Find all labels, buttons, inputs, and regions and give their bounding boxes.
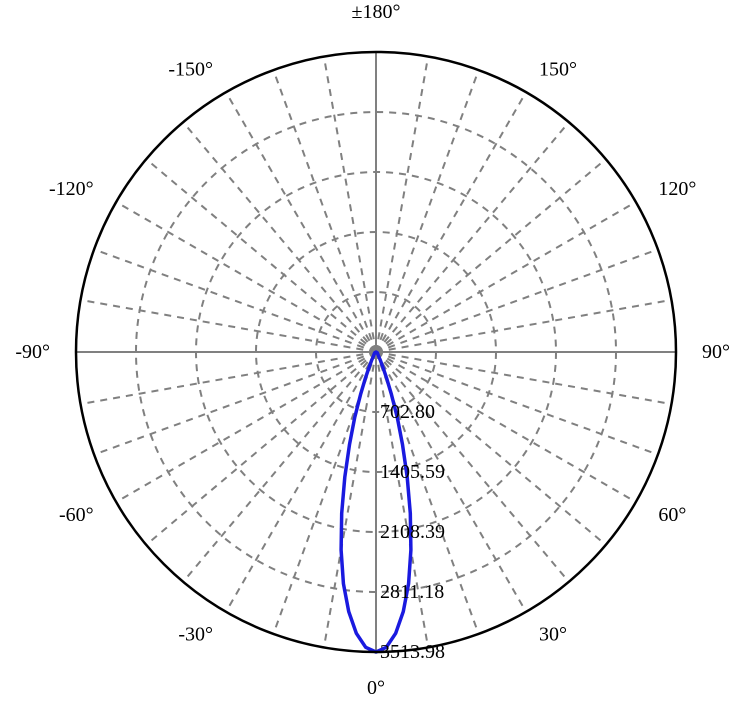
angle-label: -150° — [168, 59, 213, 81]
angle-label: 90° — [702, 341, 730, 363]
angle-label: 30° — [539, 623, 567, 645]
radial-tick-label: 702.80 — [380, 401, 435, 423]
angle-label: -60° — [59, 504, 94, 526]
angle-label: ±180° — [352, 1, 401, 23]
angle-label: 120° — [658, 178, 696, 200]
angle-label: -90° — [15, 341, 50, 363]
angle-label: 0° — [367, 677, 385, 699]
polar-chart: 0° 30° 60° 90° 120° 150° ±180° -150° -120° -90° -6… — [0, 0, 752, 713]
radial-tick-label: 1405.59 — [380, 461, 445, 483]
angle-label: -30° — [178, 623, 213, 645]
radial-tick-label: 2108.39 — [380, 521, 445, 543]
radial-tick-label: 2811.18 — [380, 581, 444, 603]
angle-label: 150° — [539, 59, 577, 81]
radial-tick-label: 3513.98 — [380, 641, 445, 663]
angle-label: 60° — [658, 504, 686, 526]
angle-label: -120° — [49, 178, 94, 200]
